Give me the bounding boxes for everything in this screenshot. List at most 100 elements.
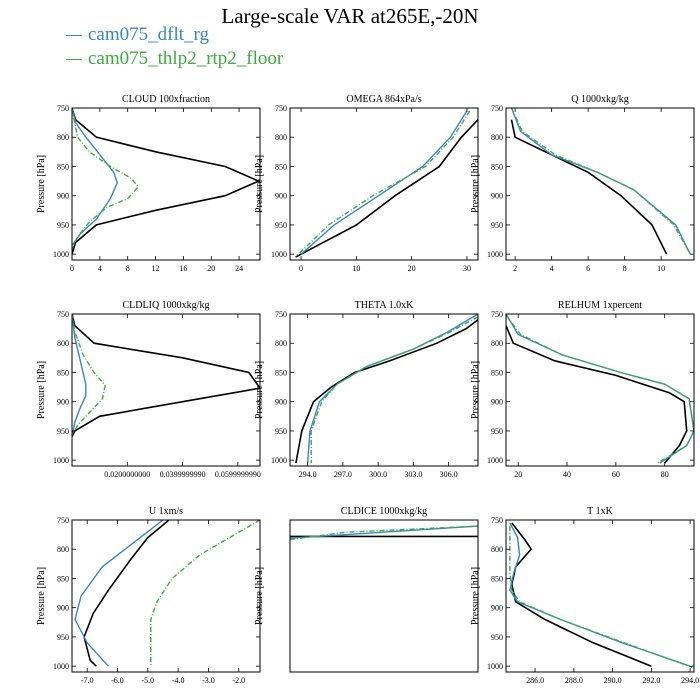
y-axis-label: Pressure [hPa] bbox=[36, 361, 47, 419]
x-tick-label: 0 bbox=[299, 264, 303, 273]
y-tick-label: 750 bbox=[491, 310, 503, 319]
y-tick-label: 900 bbox=[491, 398, 503, 407]
panel-8: CLDICE 1000xkg/kg Pressure [hPa] bbox=[254, 506, 479, 673]
x-tick-label: 20 bbox=[408, 264, 416, 273]
y-tick-label: 750 bbox=[57, 104, 69, 113]
panel-title: CLOUD 100xfraction bbox=[122, 94, 210, 105]
panel-title: THETA 1.0xK bbox=[355, 300, 414, 311]
y-tick-label: 750 bbox=[275, 104, 287, 113]
y-tick-label: 950 bbox=[275, 427, 287, 436]
series-line-thlp2 bbox=[72, 314, 106, 435]
x-tick-label: 20 bbox=[207, 264, 215, 273]
y-tick-label: 950 bbox=[491, 427, 503, 436]
panel-title: Q 1000xkg/kg bbox=[571, 94, 629, 105]
panel-3: Q 1000xkg/kg Pressure [hPa] 750 800 850 900 95… bbox=[470, 94, 695, 273]
y-tick-label: 950 bbox=[57, 633, 69, 642]
y-tick-label: 950 bbox=[491, 221, 503, 230]
y-axis-label: Pressure [hPa] bbox=[36, 155, 47, 213]
y-tick-label: 950 bbox=[57, 221, 69, 230]
y-axis-label: Pressure [hPa] bbox=[470, 361, 481, 419]
x-tick-label: -2.0 bbox=[232, 676, 245, 685]
y-tick-label: 800 bbox=[57, 545, 69, 554]
panel-1: CLOUD 100xfraction Pressure [hPa] 750 800 85… bbox=[36, 94, 261, 273]
x-tick-label: 303.0 bbox=[404, 470, 422, 479]
y-tick-label: 800 bbox=[275, 339, 287, 348]
series-line-thlp2 bbox=[72, 108, 140, 249]
x-tick-label: -5.0 bbox=[141, 676, 154, 685]
panel-6: RELHUM 1xpercent Pressure [hPa] 750 800 850 9… bbox=[470, 300, 695, 479]
x-tick-label: 16 bbox=[179, 264, 187, 273]
plot-frame bbox=[71, 107, 261, 261]
y-tick-label: 900 bbox=[57, 398, 69, 407]
y-tick-label: 1000 bbox=[53, 662, 69, 671]
series-line-ref bbox=[72, 108, 260, 255]
x-tick-label: 12 bbox=[152, 264, 160, 273]
legend-label-dflt: cam075_dflt_rg bbox=[88, 24, 210, 45]
plot-frame bbox=[289, 107, 479, 261]
x-tick-label: 4 bbox=[550, 264, 554, 273]
x-tick-label: 0 bbox=[70, 264, 74, 273]
y-axis-label: Pressure [hPa] bbox=[254, 361, 265, 419]
x-tick-label: 0.0200000000 bbox=[104, 470, 150, 479]
series-line-dflt bbox=[306, 314, 478, 464]
x-tick-label: 0.0599999990 bbox=[215, 470, 261, 479]
y-tick-label: 1000 bbox=[53, 456, 69, 465]
y-tick-label: 850 bbox=[57, 162, 69, 171]
series-line-ref bbox=[72, 314, 260, 438]
y-tick-label: 750 bbox=[491, 516, 503, 525]
y-tick-label: 900 bbox=[275, 192, 287, 201]
series-line-thlp2 bbox=[506, 314, 694, 464]
series-line-dflt bbox=[72, 314, 87, 437]
x-tick-label: -3.0 bbox=[202, 676, 215, 685]
y-axis-label: Pressure [hPa] bbox=[470, 155, 481, 213]
series-line-thlp2 bbox=[295, 110, 471, 258]
x-tick-label: 8 bbox=[126, 264, 130, 273]
x-tick-label: 10 bbox=[657, 264, 665, 273]
series-line-thlp2 bbox=[150, 520, 260, 667]
y-axis-label: Pressure [hPa] bbox=[254, 155, 265, 213]
plot-frame bbox=[505, 313, 695, 467]
x-tick-label: 40 bbox=[563, 470, 571, 479]
panel-4: CLDLIQ 1000xkg/kg Pressure [hPa] 750 800 850… bbox=[36, 300, 261, 479]
plot-frame bbox=[289, 313, 479, 467]
legend-entry-thlp2: cam075_thlp2_rtp2_floor bbox=[66, 48, 283, 70]
x-tick-label: 8 bbox=[623, 264, 627, 273]
x-tick-label: 4 bbox=[98, 264, 102, 273]
series-line-ref bbox=[510, 119, 668, 255]
y-tick-label: 800 bbox=[491, 339, 503, 348]
series-line-ref bbox=[506, 325, 688, 464]
y-tick-label: 750 bbox=[275, 310, 287, 319]
y-tick-label: 900 bbox=[57, 604, 69, 613]
x-tick-label: 290.0 bbox=[604, 676, 622, 685]
panel-title: CLDICE 1000xkg/kg bbox=[341, 506, 427, 517]
panel-title: OMEGA 864xPa/s bbox=[346, 94, 421, 105]
x-tick-label: 20 bbox=[514, 470, 522, 479]
y-tick-label: 950 bbox=[491, 633, 503, 642]
x-tick-label: 297.0 bbox=[334, 470, 352, 479]
x-tick-label: 292.0 bbox=[642, 676, 660, 685]
y-tick-label: 900 bbox=[491, 604, 503, 613]
series-line-thlp2 bbox=[310, 316, 478, 464]
y-tick-label: 1000 bbox=[487, 250, 503, 259]
x-tick-label: 306.0 bbox=[440, 470, 458, 479]
y-axis-label: Pressure [hPa] bbox=[254, 567, 265, 625]
legend-label-thlp2: cam075_thlp2_rtp2_floor bbox=[88, 48, 284, 69]
x-tick-label: 80 bbox=[661, 470, 669, 479]
panel-title: U 1xm/s bbox=[149, 506, 183, 517]
y-tick-label: 900 bbox=[491, 192, 503, 201]
x-tick-label: 10 bbox=[352, 264, 360, 273]
series-line-thlp2 bbox=[290, 525, 478, 541]
y-tick-label: 800 bbox=[57, 339, 69, 348]
x-tick-label: 60 bbox=[612, 470, 620, 479]
x-tick-label: -7.0 bbox=[81, 676, 94, 685]
x-tick-label: 294.0 bbox=[299, 470, 317, 479]
panel-5: THETA 1.0xK Pressure [hPa] 750 800 850 900 950… bbox=[254, 300, 479, 479]
y-tick-label: 1000 bbox=[487, 456, 503, 465]
y-tick-label: 850 bbox=[57, 368, 69, 377]
panel-7: U 1xm/s Pressure [hPa] 750 800 850 900 950 1000… bbox=[36, 506, 261, 685]
y-tick-label: 1000 bbox=[487, 662, 503, 671]
x-tick-label: 294.0 bbox=[681, 676, 699, 685]
y-tick-label: 900 bbox=[275, 398, 287, 407]
y-tick-label: 950 bbox=[57, 427, 69, 436]
